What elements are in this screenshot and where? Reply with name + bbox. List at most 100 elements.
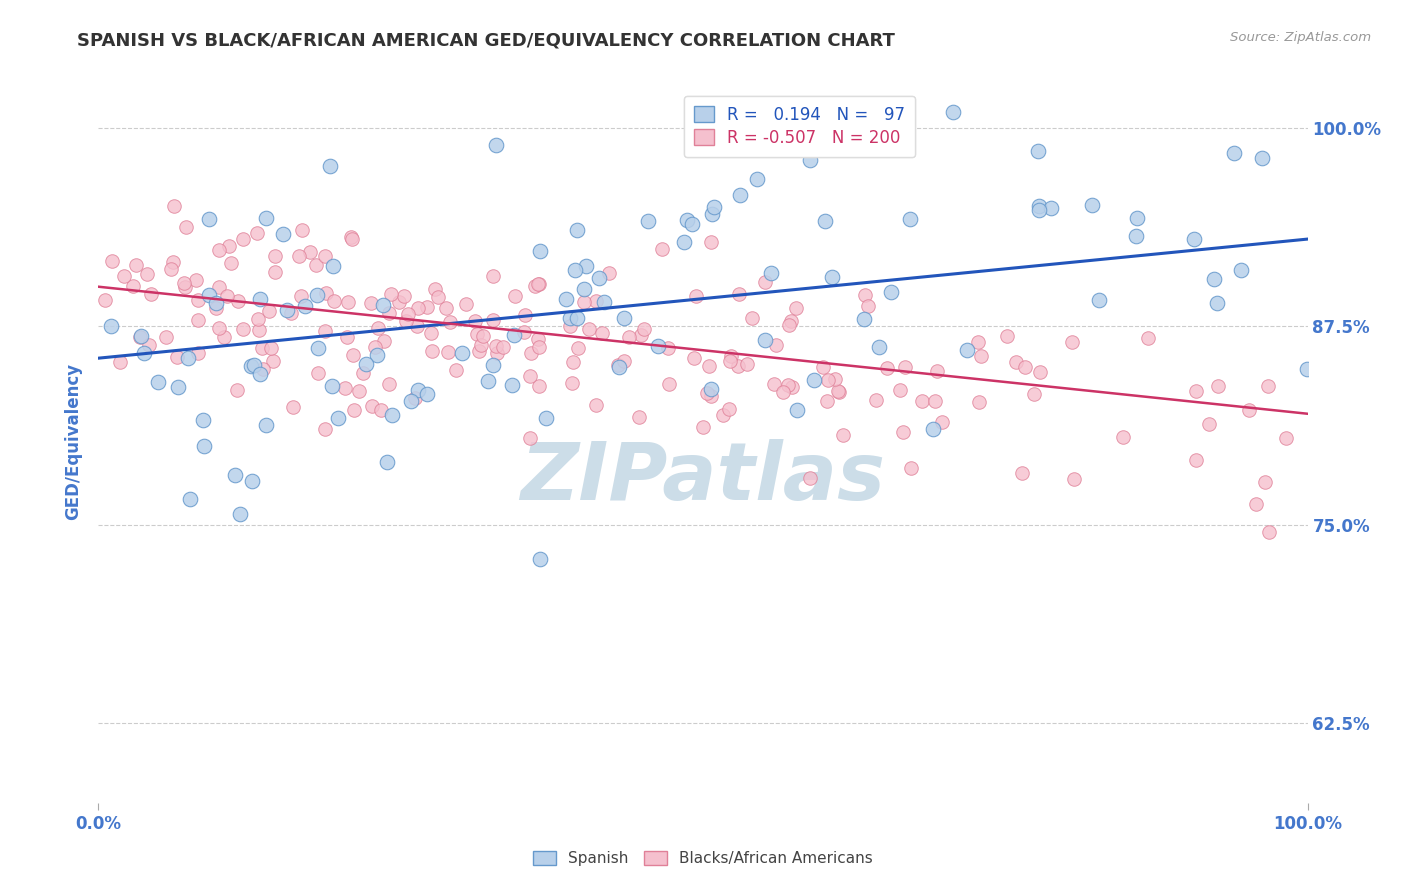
Point: [307, 287, 329, 301]
Point: [252, 361, 274, 376]
Point: [155, 330, 177, 344]
Point: [523, 279, 546, 293]
Point: [377, 455, 399, 469]
Point: [361, 399, 384, 413]
Point: [283, 400, 305, 414]
Point: [477, 374, 499, 388]
Point: [711, 408, 734, 422]
Point: [446, 362, 468, 376]
Point: [160, 262, 183, 277]
Point: [527, 340, 550, 354]
Point: [772, 384, 794, 399]
Point: [561, 355, 583, 369]
Point: [754, 333, 776, 347]
Point: [942, 105, 965, 120]
Point: [657, 342, 679, 356]
Point: [468, 344, 491, 359]
Point: [1251, 152, 1274, 166]
Point: [780, 314, 803, 328]
Point: [347, 384, 370, 398]
Point: [273, 227, 295, 242]
Point: [322, 259, 344, 273]
Point: [673, 235, 696, 249]
Point: [243, 359, 266, 373]
Point: [921, 421, 943, 435]
Point: [555, 292, 578, 306]
Point: [232, 231, 254, 245]
Point: [226, 294, 249, 309]
Point: [436, 344, 458, 359]
Point: [1014, 360, 1036, 375]
Point: [815, 393, 838, 408]
Point: [138, 338, 160, 352]
Point: [187, 345, 209, 359]
Point: [503, 289, 526, 303]
Point: [630, 327, 652, 342]
Point: [416, 301, 439, 315]
Point: [876, 360, 898, 375]
Point: [467, 326, 489, 341]
Point: [378, 306, 401, 320]
Point: [419, 326, 441, 340]
Point: [321, 379, 343, 393]
Point: [263, 249, 285, 263]
Legend: R =   0.194   N =   97, R = -0.507   N = 200: R = 0.194 N = 97, R = -0.507 N = 200: [685, 95, 915, 157]
Point: [828, 384, 851, 399]
Point: [817, 373, 839, 387]
Point: [967, 394, 990, 409]
Point: [239, 359, 262, 373]
Point: [799, 471, 821, 485]
Point: [101, 253, 124, 268]
Point: [765, 338, 787, 352]
Point: [865, 393, 887, 408]
Point: [260, 341, 283, 355]
Point: [1222, 146, 1244, 161]
Point: [205, 296, 228, 310]
Point: [1257, 379, 1279, 393]
Point: [406, 301, 429, 316]
Point: [423, 282, 446, 296]
Point: [399, 394, 422, 409]
Point: [745, 172, 768, 186]
Point: [129, 330, 152, 344]
Point: [898, 211, 921, 226]
Point: [651, 242, 673, 256]
Point: [262, 353, 284, 368]
Point: [451, 346, 474, 360]
Point: [340, 232, 363, 246]
Point: [481, 358, 503, 372]
Point: [198, 212, 221, 227]
Point: [780, 380, 803, 394]
Point: [513, 308, 536, 322]
Point: [699, 382, 721, 396]
Point: [416, 386, 439, 401]
Point: [513, 325, 536, 339]
Point: [700, 389, 723, 403]
Point: [637, 214, 659, 228]
Point: [585, 398, 607, 412]
Point: [803, 373, 825, 387]
Point: [778, 318, 800, 332]
Point: [658, 377, 681, 392]
Legend: Spanish, Blacks/African Americans: Spanish, Blacks/African Americans: [524, 841, 882, 875]
Point: [900, 461, 922, 475]
Point: [1062, 334, 1084, 349]
Point: [215, 288, 238, 302]
Point: [1111, 429, 1133, 443]
Point: [1254, 475, 1277, 489]
Point: [314, 422, 336, 436]
Point: [534, 410, 557, 425]
Point: [163, 199, 186, 213]
Point: [718, 354, 741, 368]
Point: [337, 294, 360, 309]
Point: [294, 299, 316, 313]
Point: [520, 345, 543, 359]
Point: [364, 340, 387, 354]
Point: [485, 138, 508, 153]
Point: [700, 207, 723, 221]
Point: [585, 293, 607, 308]
Point: [167, 380, 190, 394]
Point: [575, 259, 598, 273]
Point: [717, 402, 740, 417]
Point: [824, 372, 846, 386]
